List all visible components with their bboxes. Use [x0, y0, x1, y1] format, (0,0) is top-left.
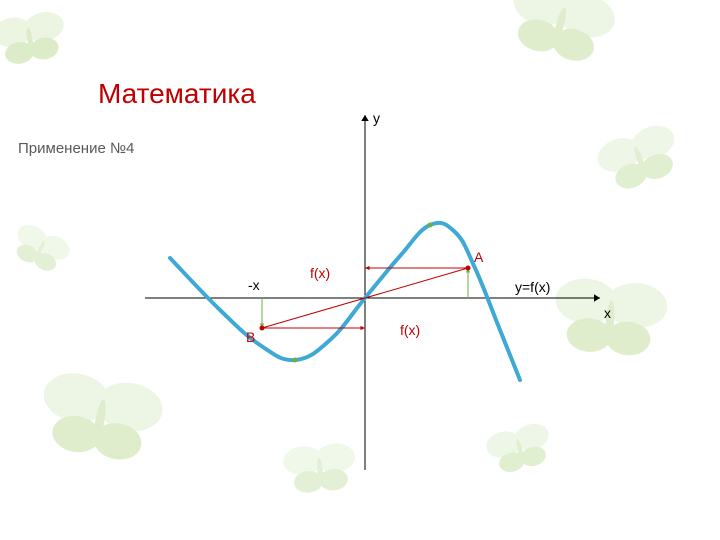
svg-text:f(x): f(x): [400, 322, 420, 338]
graph-diagram: x y A Bf(x) f(x) -x y=f(x): [0, 0, 720, 540]
svg-text:-x: -x: [248, 277, 260, 293]
svg-text:f(x): f(x): [310, 265, 330, 281]
svg-text:x: x: [604, 305, 611, 321]
svg-text:B: B: [246, 329, 255, 345]
svg-text:y=f(x): y=f(x): [515, 279, 550, 295]
svg-text:y: y: [373, 110, 380, 126]
svg-text:A: A: [474, 249, 484, 265]
